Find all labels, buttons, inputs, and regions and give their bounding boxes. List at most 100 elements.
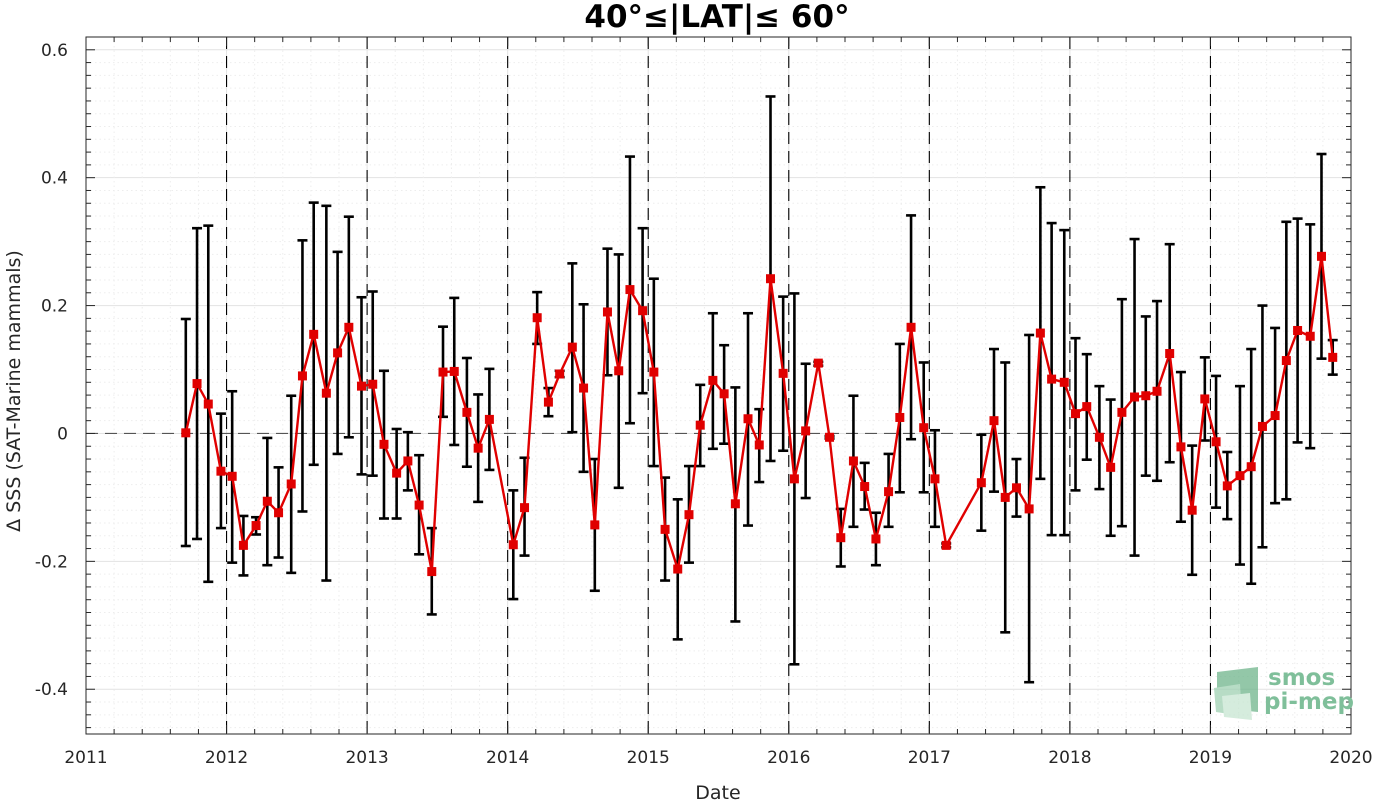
data-point-marker	[660, 524, 670, 534]
data-point-marker	[227, 471, 237, 481]
data-point-marker	[333, 348, 343, 358]
data-point-marker	[192, 379, 202, 389]
x-tick-label: 2016	[767, 748, 810, 768]
data-point-marker	[520, 503, 530, 513]
data-point-marker	[1305, 331, 1315, 341]
plot-frame	[85, 36, 1352, 735]
data-point-marker	[602, 307, 612, 317]
data-point-marker	[238, 540, 248, 550]
axis-ticks	[85, 37, 1352, 734]
x-tick-label: 2012	[205, 748, 248, 768]
data-point-marker	[778, 368, 788, 378]
x-tick-label: 2018	[1048, 748, 1091, 768]
data-point-marker	[884, 487, 894, 497]
data-point-marker	[1281, 356, 1291, 366]
data-point-marker	[836, 533, 846, 543]
data-point-marker	[555, 369, 565, 379]
data-point-marker	[216, 466, 226, 476]
x-tick-label: 2015	[627, 748, 670, 768]
y-tick-label: 0.4	[41, 169, 68, 189]
data-point-marker	[368, 379, 378, 389]
data-point-marker	[309, 329, 319, 339]
data-point-marker	[344, 322, 354, 332]
data-point-marker	[203, 399, 213, 409]
data-point-marker	[941, 540, 951, 550]
data-point-marker	[449, 366, 459, 376]
data-point-marker	[297, 371, 307, 381]
smos-pimep-logo: smos pi-mep	[1214, 665, 1354, 720]
x-tick-label: 2013	[345, 748, 388, 768]
data-point-marker	[848, 456, 858, 466]
data-point-marker	[414, 500, 424, 510]
data-point-marker	[766, 274, 776, 284]
data-point-marker	[1117, 407, 1127, 417]
data-point-marker	[684, 510, 694, 520]
data-point-marker	[484, 414, 494, 424]
data-point-marker	[181, 428, 191, 438]
data-point-marker	[262, 496, 272, 506]
data-point-marker	[543, 397, 553, 407]
data-point-marker	[730, 499, 740, 509]
data-point-marker	[813, 358, 823, 368]
data-point-marker	[462, 407, 472, 417]
data-point-marker	[1316, 251, 1326, 261]
data-point-marker	[906, 322, 916, 332]
data-point-marker	[1165, 349, 1175, 359]
data-point-marker	[976, 478, 986, 488]
data-point-marker	[895, 412, 905, 422]
data-point-marker	[508, 540, 518, 550]
data-point-marker	[825, 432, 835, 442]
data-point-marker	[1141, 391, 1151, 401]
data-point-marker	[1257, 421, 1267, 431]
data-point-marker	[1047, 374, 1057, 384]
data-point-marker	[1106, 462, 1116, 472]
data-point-marker	[356, 381, 366, 391]
data-point-marker	[1094, 432, 1104, 442]
data-point-marker	[1235, 471, 1245, 481]
data-markers	[181, 251, 1338, 577]
data-point-marker	[321, 388, 331, 398]
data-point-marker	[989, 416, 999, 426]
data-point-marker	[1035, 328, 1045, 338]
data-point-marker	[1222, 481, 1232, 491]
x-axis-label: Date	[695, 782, 740, 801]
data-point-marker	[1246, 462, 1256, 472]
data-point-marker	[1270, 411, 1280, 421]
data-point-marker	[579, 383, 589, 393]
data-point-marker	[860, 482, 870, 492]
logo-text-pimep: pi-mep	[1264, 689, 1354, 715]
data-point-marker	[1130, 392, 1140, 402]
data-point-marker	[695, 420, 705, 430]
x-tick-label: 2014	[486, 748, 529, 768]
data-point-marker	[1011, 483, 1021, 493]
data-point-marker	[473, 443, 483, 453]
data-point-marker	[789, 474, 799, 484]
x-tick-label: 2020	[1329, 748, 1372, 768]
data-point-marker	[1000, 492, 1010, 502]
data-point-marker	[274, 508, 284, 518]
data-point-marker	[1176, 442, 1186, 452]
data-point-marker	[919, 423, 929, 433]
y-tick-label: 0.6	[41, 41, 68, 61]
data-point-marker	[379, 439, 389, 449]
chart-title: 40°≤|LAT|≤ 60°	[584, 0, 849, 35]
data-point-marker	[438, 367, 448, 377]
data-point-marker	[532, 313, 542, 323]
data-point-marker	[427, 567, 437, 577]
y-tick-label: 0.2	[41, 297, 68, 317]
data-point-marker	[614, 366, 624, 376]
data-point-marker	[251, 521, 261, 531]
data-point-marker	[1082, 402, 1092, 412]
data-point-marker	[743, 414, 753, 424]
data-point-marker	[1328, 352, 1338, 362]
data-point-marker	[1152, 386, 1162, 396]
year-separators	[226, 37, 1211, 734]
data-point-marker	[649, 367, 659, 377]
x-tick-label: 2011	[64, 748, 107, 768]
logo-emblem-icon	[1214, 667, 1258, 720]
data-point-marker	[590, 520, 600, 530]
data-point-marker	[673, 564, 683, 574]
data-point-marker	[567, 342, 577, 352]
x-tick-label: 2019	[1189, 748, 1232, 768]
